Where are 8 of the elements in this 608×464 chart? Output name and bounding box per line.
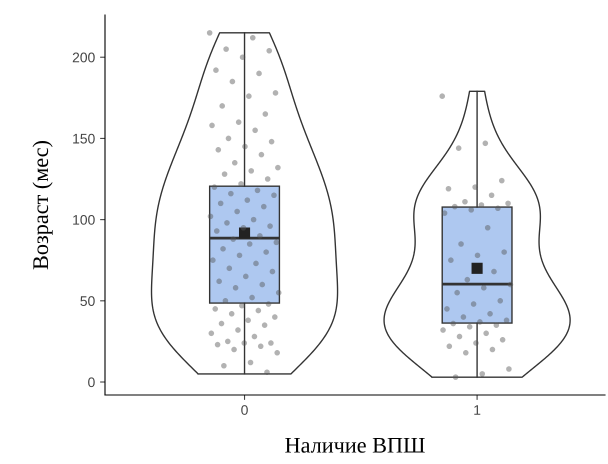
y-tick-label: 0 [88,377,95,388]
x-axis-title: Наличие ВПШ [285,438,425,453]
y-tick-label: 150 [73,134,95,144]
y-tick-label: 200 [72,52,95,62]
y-tick-label: 50 [80,296,95,306]
x-tick-label: 1 [474,405,480,415]
y-axis-title: Возраст (мес) [32,141,53,270]
y-tick-label: 100 [73,214,95,225]
